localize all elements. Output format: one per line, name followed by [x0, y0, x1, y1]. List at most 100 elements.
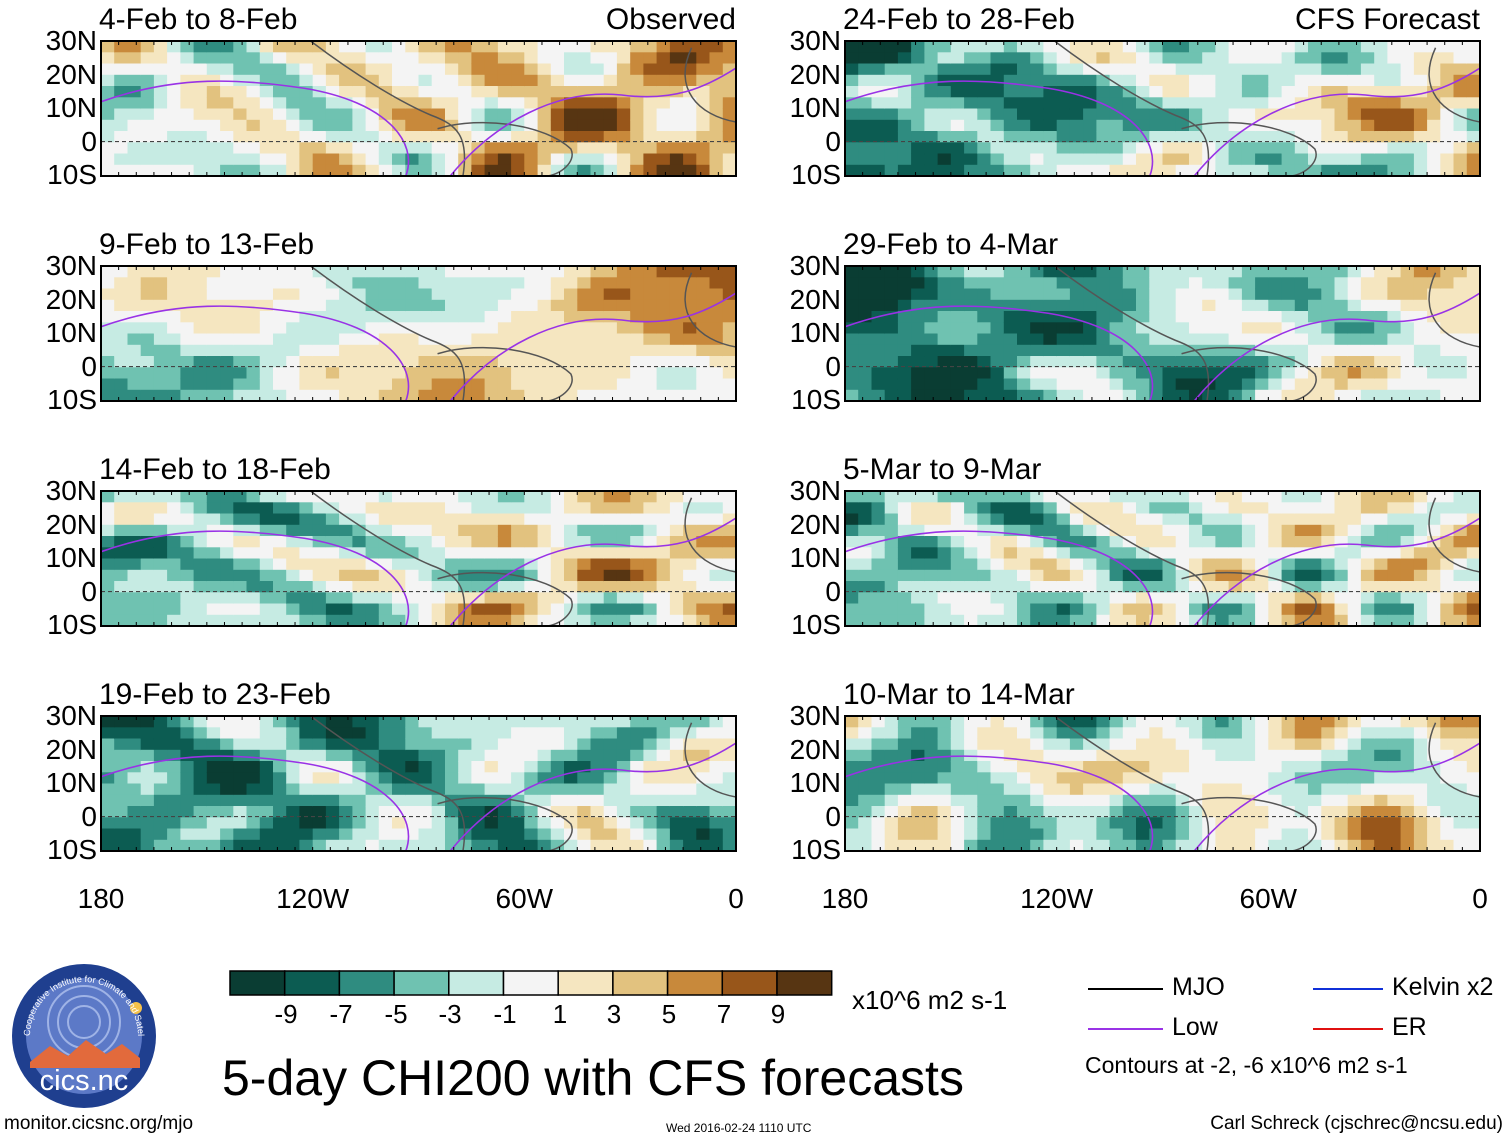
colorbar-swatch	[666, 970, 724, 996]
low-contour	[1193, 742, 1480, 851]
lat-tick-label: 10N	[789, 767, 841, 799]
low-contour	[845, 80, 1154, 176]
shading	[845, 491, 1480, 626]
coastline	[1428, 272, 1480, 348]
lat-tick-label: 20N	[789, 733, 841, 765]
colorbar-label: 7	[716, 999, 732, 1029]
lat-tick-label: 10N	[45, 542, 97, 574]
colorbar-label: 5	[661, 999, 677, 1029]
lat-tick-label: 30N	[789, 475, 841, 506]
main-title: 5-day CHI200 with CFS forecasts	[222, 1050, 964, 1106]
lat-tick-label: 10S	[47, 159, 97, 191]
lat-tick-label: 20N	[789, 58, 841, 90]
lat-tick-label: 10S	[791, 834, 841, 866]
lat-tick-label: 20N	[789, 283, 841, 315]
lat-tick-label: 0	[81, 800, 97, 832]
legend-label-er: ER	[1392, 1013, 1427, 1041]
panel-tag: CFS Forecast	[1294, 3, 1480, 36]
coastline	[1181, 796, 1317, 851]
lat-tick-label: 10S	[47, 609, 97, 641]
lat-tick-label: 10S	[791, 159, 841, 191]
coastline	[684, 47, 736, 123]
shading	[845, 266, 1480, 401]
colorbar-swatch	[776, 970, 833, 996]
coastline	[684, 722, 736, 798]
lon-tick-label: 0	[1472, 883, 1488, 914]
low-contour	[449, 742, 736, 851]
shading	[101, 491, 736, 626]
lat-tick-label: 30N	[45, 250, 97, 281]
colorbar-label: 1	[552, 999, 568, 1029]
legend-swatch-mjo	[1088, 988, 1163, 990]
map-panel	[844, 490, 1481, 627]
colorbar-swatch	[557, 970, 614, 996]
panel-title: 14-Feb to 18-Feb	[99, 453, 331, 486]
lat-tick-label: 0	[825, 125, 841, 157]
low-contour	[101, 305, 410, 401]
coastline	[1054, 491, 1210, 626]
coastline	[310, 716, 466, 851]
lon-tick-label: 60W	[1239, 883, 1298, 914]
panel-tag: Observed	[605, 3, 736, 36]
lat-tick-label: 20N	[45, 58, 97, 90]
lat-tick-label: 20N	[45, 508, 97, 540]
coastline	[437, 121, 573, 176]
lat-tick-label: 20N	[45, 283, 97, 315]
lon-tick-label: 180	[77, 883, 125, 914]
colorbar-label: 9	[770, 999, 786, 1029]
panel-title: 10-Mar to 14-Mar	[843, 678, 1075, 711]
coastline	[1428, 47, 1480, 123]
legend-label-kelvin: Kelvin x2	[1392, 973, 1494, 1001]
coastline	[1054, 266, 1210, 401]
legend-swatch-kelvin	[1313, 988, 1383, 990]
colorbar-swatch	[283, 970, 341, 996]
low-contour	[1193, 67, 1480, 176]
panel-title: 24-Feb to 28-Feb	[843, 3, 1075, 36]
coastline	[310, 491, 466, 626]
lat-tick-label: 30N	[789, 25, 841, 56]
lat-tick-label: 10S	[791, 384, 841, 416]
low-contour	[101, 755, 410, 851]
coastline	[1181, 121, 1317, 176]
panel-title: 9-Feb to 13-Feb	[99, 228, 315, 261]
colorbar-label: -5	[384, 999, 408, 1029]
coastline	[437, 346, 573, 401]
lat-tick-label: 10N	[789, 542, 841, 574]
coastline	[1181, 346, 1317, 401]
lat-tick-label: 30N	[45, 25, 97, 56]
map-panel	[844, 715, 1481, 852]
coastline	[437, 571, 573, 626]
low-contour	[449, 67, 736, 176]
lat-tick-label: 20N	[789, 508, 841, 540]
shading	[101, 41, 736, 176]
map-panel	[100, 490, 737, 627]
shading	[101, 716, 736, 851]
lat-tick-label: 0	[81, 575, 97, 607]
colorbar-swatch	[448, 970, 505, 996]
coastline	[1054, 716, 1210, 851]
legend-swatch-er	[1313, 1028, 1383, 1030]
footer-author: Carl Schreck (cjschrec@ncsu.edu)	[1210, 1113, 1503, 1134]
low-contour	[1193, 517, 1480, 626]
colorbar-swatch	[338, 970, 395, 996]
lat-tick-label: 0	[825, 800, 841, 832]
shading	[845, 716, 1480, 851]
low-contour	[845, 755, 1154, 851]
low-contour	[101, 530, 410, 626]
low-contour	[449, 517, 736, 626]
low-contour	[845, 305, 1154, 401]
lat-tick-label: 30N	[45, 700, 97, 731]
legend-swatch-low	[1088, 1028, 1163, 1030]
coastline	[1428, 497, 1480, 573]
colorbar-label: -1	[493, 999, 517, 1029]
map-panel	[100, 40, 737, 177]
colorbar-label: 3	[606, 999, 622, 1029]
coastline	[1054, 41, 1210, 176]
lat-tick-label: 10N	[789, 317, 841, 349]
lat-tick-label: 10S	[47, 834, 97, 866]
coastline	[310, 41, 466, 176]
lat-tick-label: 0	[825, 350, 841, 382]
colorbar-label: -3	[438, 999, 462, 1029]
lat-tick-label: 0	[825, 575, 841, 607]
